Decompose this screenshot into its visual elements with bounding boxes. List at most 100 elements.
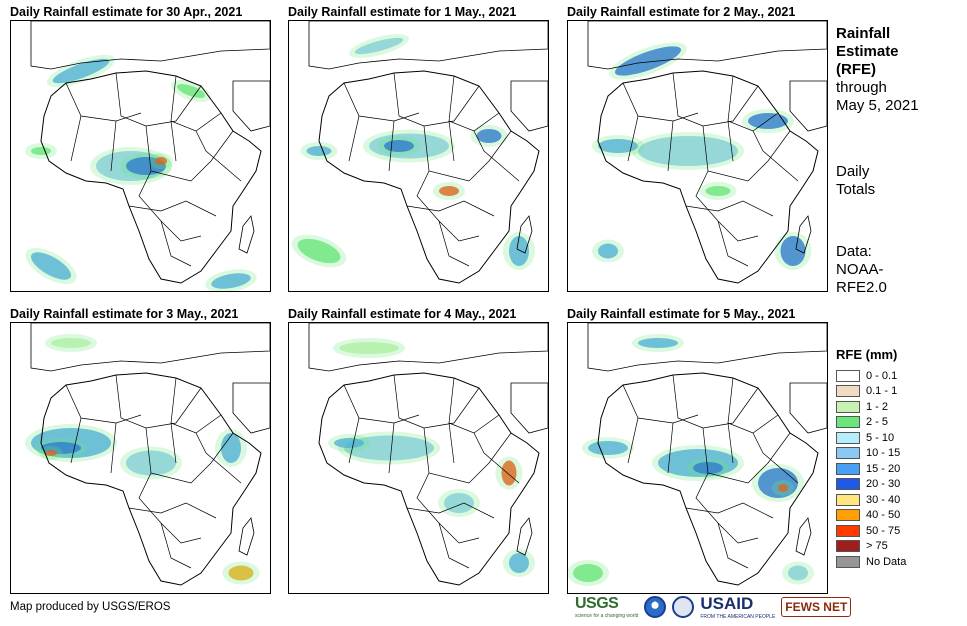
madagascar-outline — [516, 517, 533, 556]
rainfall-area-halo — [438, 489, 480, 517]
rainfall-area-halo — [699, 182, 737, 200]
rainfall-area-halo — [592, 239, 624, 263]
rainfall-area-halo — [687, 458, 729, 478]
country-border — [702, 125, 791, 182]
rainfall-area-halo — [609, 42, 687, 80]
totals-line: Daily — [836, 163, 870, 180]
totals-line: Totals — [836, 181, 876, 198]
country-border — [727, 75, 779, 132]
country-border — [128, 200, 217, 217]
rainfall-area-halo — [782, 561, 814, 585]
rainfall-area — [748, 113, 788, 129]
rainfall-area — [573, 564, 603, 582]
country-border — [343, 384, 420, 424]
rainfall-area — [693, 462, 723, 474]
africa-outline — [597, 372, 819, 586]
europe-coastline — [308, 323, 548, 372]
legend-swatch — [836, 431, 860, 444]
country-border — [627, 115, 639, 162]
country-border — [448, 377, 500, 434]
legend-swatch — [836, 493, 860, 506]
rainfall-area — [788, 565, 808, 581]
fews-net-logo: FEWS NET — [781, 597, 852, 617]
legend-swatch — [836, 509, 860, 522]
rainfall-area-halo — [772, 480, 794, 496]
rainfall-area — [476, 129, 502, 143]
country-border — [695, 472, 759, 544]
legend-label: 40 - 50 — [866, 509, 901, 522]
country-border — [695, 170, 759, 242]
rainfall-map — [10, 20, 271, 292]
rainfall-area — [509, 236, 529, 266]
country-border — [622, 82, 699, 122]
data-source-label: Data: NOAA- RFE2.0 — [836, 243, 887, 297]
country-border — [195, 130, 242, 182]
country-border — [627, 417, 639, 464]
rainfall-map — [288, 322, 549, 594]
panel-title: Daily Rainfall estimate for 4 May., 2021 — [288, 307, 517, 321]
noaa-logo-icon — [644, 596, 667, 618]
europe-coastline — [587, 21, 827, 70]
usaid-seal-icon — [672, 596, 695, 618]
rainfall-area-halo — [433, 182, 465, 200]
rainfall-area-halo — [120, 446, 182, 480]
rainfall-area — [588, 441, 628, 455]
title-line: Rainfall — [836, 25, 891, 42]
legend-item: 30 - 40 — [836, 492, 906, 508]
rainfall-area — [126, 450, 176, 476]
legend-item: 2 - 5 — [836, 415, 906, 431]
country-border — [160, 522, 192, 569]
legend-swatch — [836, 400, 860, 413]
rainfall-area — [614, 46, 682, 76]
rainfall-area-halo — [503, 549, 535, 577]
country-border — [727, 422, 734, 464]
arabia-outline — [789, 80, 827, 132]
madagascar-outline — [238, 517, 255, 556]
usaid-logo: USAID FROM THE AMERICAN PEOPLE — [700, 594, 775, 620]
rainfall-area — [598, 243, 618, 259]
legend-swatch — [836, 478, 860, 491]
legend-item: > 75 — [836, 539, 906, 555]
africa-outline — [318, 372, 540, 586]
through-date: through May 5, 2021 — [836, 79, 919, 115]
country-border — [423, 427, 512, 484]
legend-swatch — [836, 369, 860, 382]
country-border — [667, 422, 674, 474]
legend-label: 5 - 10 — [866, 431, 895, 444]
arabia-outline — [510, 382, 548, 434]
country-border — [416, 170, 480, 242]
country-border — [170, 75, 222, 132]
rainfall-area-halo — [333, 338, 405, 358]
country-border — [170, 377, 222, 434]
legend-title-block: Rainfall Estimate (RFE) through May 5, 2… — [836, 25, 919, 115]
legend-item: 1 - 2 — [836, 399, 906, 415]
rainfall-area — [51, 338, 91, 348]
rainfall-area — [176, 84, 206, 98]
country-border — [138, 472, 202, 544]
panel-title: Daily Rainfall estimate for 3 May., 2021 — [10, 307, 239, 321]
africa-outline — [318, 70, 540, 284]
rainfall-area — [509, 553, 529, 573]
legend-swatch — [836, 447, 860, 460]
rainfall-area — [598, 139, 638, 153]
country-border — [702, 427, 791, 484]
usgs-tagline: science for a changing world — [575, 613, 639, 619]
panel-title: Daily Rainfall estimate for 30 Apr., 202… — [10, 5, 243, 19]
country-border — [473, 130, 520, 182]
country-border — [438, 522, 470, 569]
rainfall-area-halo — [205, 269, 257, 291]
country-border — [685, 200, 774, 217]
rainfall-area — [45, 450, 57, 456]
data-line: RFE2.0 — [836, 279, 887, 296]
africa-outline — [40, 372, 262, 586]
rainfall-map — [567, 322, 828, 594]
country-border — [110, 120, 117, 172]
rainfall-area — [306, 146, 332, 156]
country-border — [170, 422, 177, 464]
usgs-logo: USGS science for a changing world — [575, 595, 638, 619]
data-line: Data: — [836, 243, 872, 260]
usaid-logo-text: USAID — [700, 594, 754, 613]
legend-label: 30 - 40 — [866, 493, 901, 506]
panel-title: Daily Rainfall estimate for 1 May., 2021 — [288, 5, 517, 19]
rainfall-area — [501, 460, 517, 486]
